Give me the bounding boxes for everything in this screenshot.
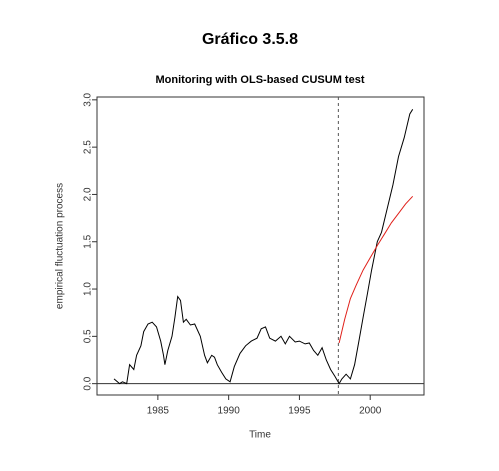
x-axis-label: Time <box>249 430 271 441</box>
plot-frame <box>96 96 425 396</box>
y-tick-label: 2.5 <box>83 140 94 154</box>
y-tick-label: 0.5 <box>83 329 94 343</box>
y-tick-label: 1.5 <box>83 234 94 248</box>
chart-title: Monitoring with OLS-based CUSUM test <box>156 74 365 86</box>
x-tick-label: 1995 <box>288 406 311 417</box>
y-tick-label: 1.0 <box>83 282 94 296</box>
page-title: Gráfico 3.5.8 <box>202 31 298 48</box>
x-tick-label: 2000 <box>359 406 382 417</box>
series-line <box>338 195 414 344</box>
y-tick-label: 0.0 <box>83 376 94 390</box>
x-tick-label: 1990 <box>218 406 241 417</box>
x-tick-label: 1985 <box>147 406 170 417</box>
y-tick-label: 2.0 <box>83 187 94 201</box>
series-line <box>113 109 414 385</box>
y-tick-label: 3.0 <box>83 92 94 106</box>
y-axis-label: empirical fluctuation process <box>55 183 66 309</box>
